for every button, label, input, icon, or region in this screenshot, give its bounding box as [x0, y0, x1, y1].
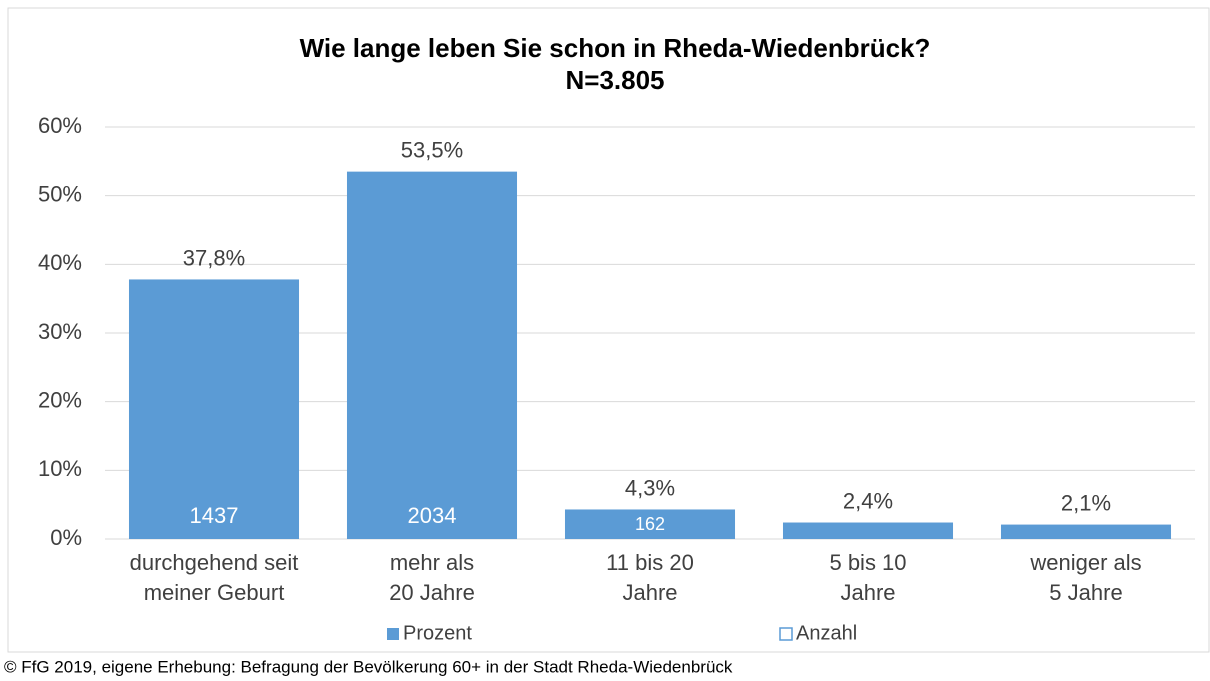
x-tick-label: meiner Geburt — [144, 580, 285, 605]
legend-swatch — [387, 628, 399, 640]
y-tick-label: 20% — [38, 387, 82, 412]
source-note: © FfG 2019, eigene Erhebung: Befragung d… — [4, 657, 733, 676]
value-label: 2,1% — [1061, 490, 1111, 515]
y-tick-label: 40% — [38, 250, 82, 275]
value-label: 53,5% — [401, 137, 463, 162]
chart-subtitle: N=3.805 — [565, 65, 664, 95]
chart-title: Wie lange leben Sie schon in Rheda-Wiede… — [300, 33, 931, 63]
value-label: 2,4% — [843, 488, 893, 513]
value-label: 37,8% — [183, 245, 245, 270]
x-tick-label: durchgehend seit — [130, 550, 299, 575]
count-label: 162 — [635, 514, 665, 534]
legend-label: Anzahl — [796, 622, 857, 644]
x-tick-label: 20 Jahre — [389, 580, 475, 605]
y-tick-label: 50% — [38, 181, 82, 206]
bar — [564, 509, 736, 539]
x-tick-label: Jahre — [622, 580, 677, 605]
bar — [128, 279, 300, 539]
bar — [346, 171, 518, 539]
legend-swatch — [779, 627, 793, 641]
bar — [1000, 524, 1172, 539]
y-tick-label: 10% — [38, 456, 82, 481]
value-label: 4,3% — [625, 475, 675, 500]
x-tick-label: 5 Jahre — [1049, 580, 1122, 605]
y-tick-label: 0% — [50, 525, 82, 550]
x-tick-label: 11 bis 20 — [606, 550, 694, 575]
chart-frame — [7, 7, 1210, 653]
x-tick-label: mehr als — [390, 550, 474, 575]
y-tick-label: 60% — [38, 113, 82, 138]
x-tick-label: Jahre — [840, 580, 895, 605]
y-tick-label: 30% — [38, 319, 82, 344]
count-label: 2034 — [408, 503, 457, 528]
x-tick-label: weniger als — [1029, 550, 1141, 575]
x-tick-label: 5 bis 10 — [829, 550, 906, 575]
bar — [782, 522, 954, 539]
legend-label: Prozent — [403, 622, 472, 644]
count-label: 1437 — [190, 503, 239, 528]
